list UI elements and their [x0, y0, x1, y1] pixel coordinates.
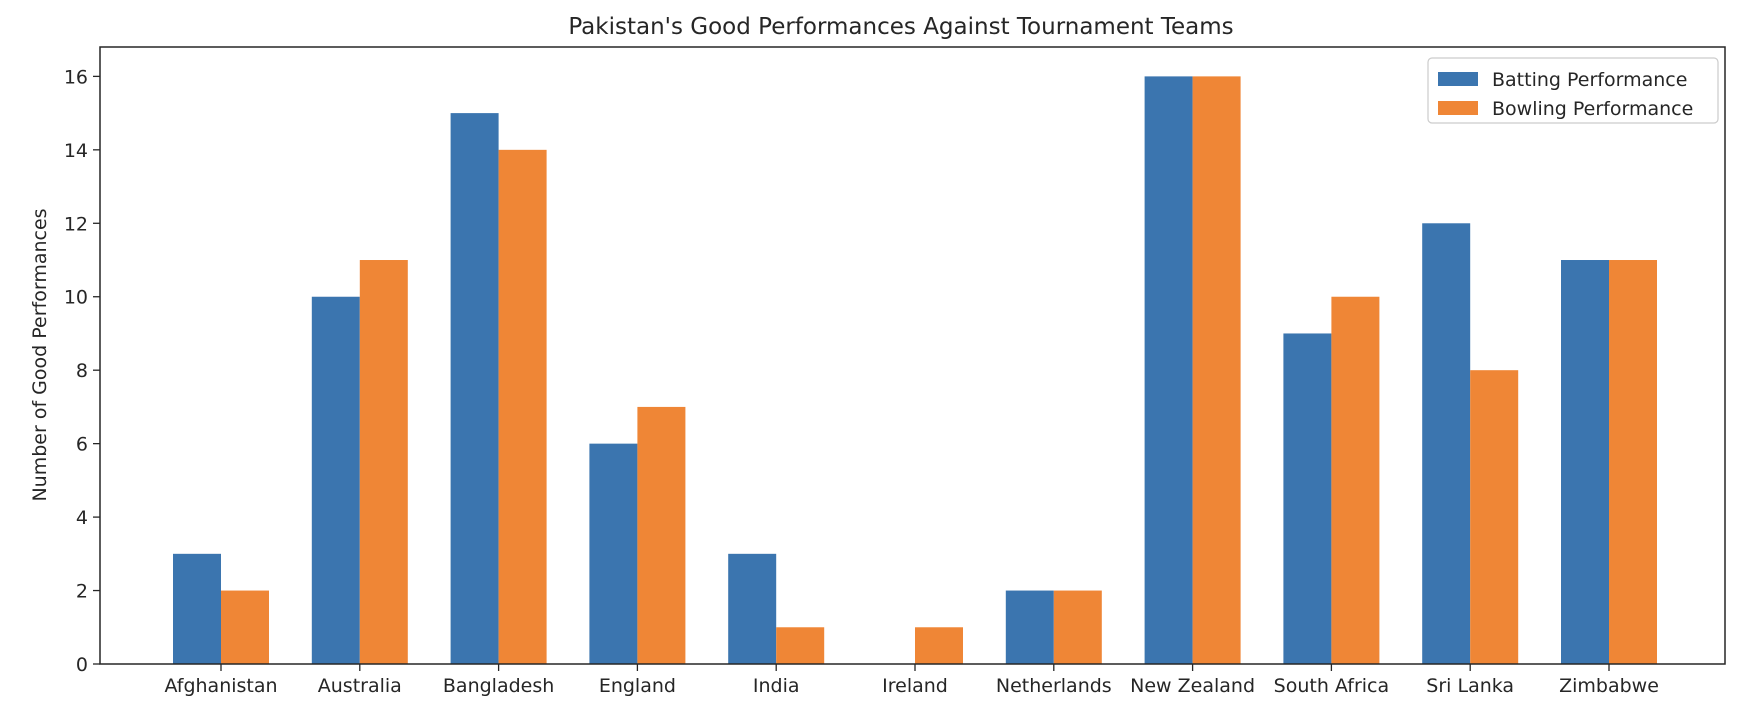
y-tick-label: 2: [76, 581, 88, 603]
legend: Batting Performance Bowling Performance: [1427, 57, 1719, 124]
x-tick-label: Sri Lanka: [1426, 675, 1514, 697]
bar-batting-new-zealand: [1144, 76, 1193, 664]
bar-bowling-bangladesh: [498, 149, 547, 665]
y-tick-label: 12: [64, 213, 88, 235]
x-tick-label: Zimbabwe: [1559, 675, 1659, 697]
legend-box: [1427, 57, 1719, 124]
legend-swatch: [1438, 72, 1478, 86]
bar-batting-netherlands: [1005, 590, 1054, 664]
bar-bowling-afghanistan: [221, 590, 269, 664]
y-tick-label: 14: [64, 140, 88, 162]
y-axis-ticks: 0 2 4 6 8 10 12 14 16: [64, 66, 100, 676]
bar-batting-bangladesh: [450, 113, 499, 665]
x-tick-label: South Africa: [1274, 675, 1389, 697]
bars-group: [173, 76, 1657, 665]
chart-title: Pakistan's Good Performances Against Tou…: [568, 14, 1233, 40]
bar-batting-zimbabwe: [1561, 260, 1609, 664]
bar-batting-india: [728, 553, 777, 664]
legend-swatch: [1438, 101, 1478, 115]
bar-bowling-india: [776, 627, 825, 664]
y-tick-label: 0: [76, 654, 88, 676]
plot-frame: [99, 46, 1726, 665]
legend-label: Batting Performance: [1492, 69, 1687, 91]
x-tick-label: Ireland: [882, 675, 948, 697]
x-tick-label: New Zealand: [1130, 675, 1255, 697]
bar-bowling-netherlands: [1053, 590, 1102, 664]
bar-bowling-zimbabwe: [1609, 260, 1657, 664]
y-tick-label: 16: [64, 66, 88, 88]
legend-label: Bowling Performance: [1492, 98, 1693, 120]
bar-batting-south-africa: [1283, 333, 1332, 664]
bar-batting-england: [589, 443, 638, 664]
y-tick-label: 6: [76, 434, 88, 456]
bar-batting-sri-lanka: [1422, 223, 1471, 665]
bar-bowling-england: [637, 406, 686, 664]
bar-bowling-sri-lanka: [1470, 370, 1519, 664]
bar-batting-afghanistan: [173, 553, 221, 664]
x-tick-label: Netherlands: [996, 675, 1112, 697]
bar-bowling-south-africa: [1331, 296, 1380, 664]
y-tick-label: 4: [76, 507, 88, 529]
y-axis-label: Number of Good Performances: [29, 208, 51, 501]
x-tick-label: England: [599, 675, 676, 697]
x-tick-label: India: [753, 675, 800, 697]
x-tick-label: Australia: [318, 675, 402, 697]
bar-bowling-ireland: [915, 627, 963, 664]
bar-batting-australia: [311, 296, 360, 664]
bar-bowling-new-zealand: [1192, 76, 1241, 664]
bar-bowling-australia: [359, 260, 408, 664]
x-axis-ticks: Afghanistan Australia Bangladesh England Ind…: [164, 664, 1659, 697]
x-tick-label: Bangladesh: [443, 675, 554, 697]
x-tick-label: Afghanistan: [164, 675, 277, 697]
y-tick-label: 8: [76, 360, 88, 382]
y-tick-label: 10: [64, 287, 88, 309]
